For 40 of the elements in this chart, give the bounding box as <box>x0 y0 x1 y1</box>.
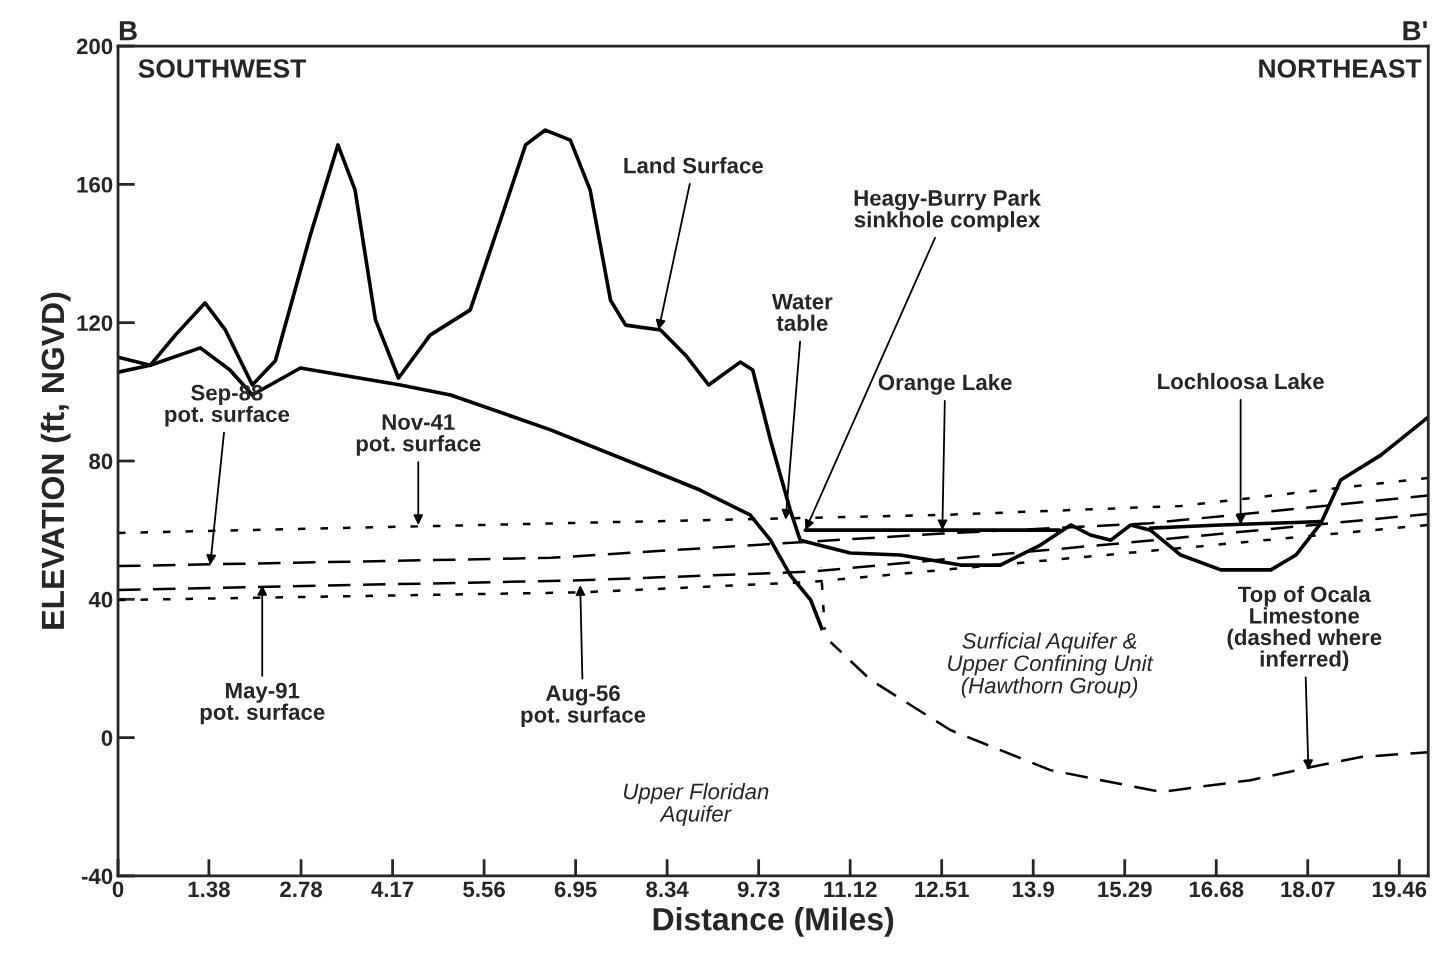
x-tick-label: 15.29 <box>1098 881 1152 898</box>
annotation: Sep-88 pot. surface <box>165 384 290 427</box>
y-axis-title: ELEVATION (ft, NGVD) <box>40 292 71 629</box>
x-tick-label: 5.56 <box>463 881 505 898</box>
x-tick-label: 19.46 <box>1372 881 1427 898</box>
annotation: Nov-41 pot. surface <box>356 414 481 456</box>
x-tick-label: 8.34 <box>646 881 689 898</box>
annotation: NORTHEAST <box>1259 59 1422 78</box>
annotation: Lochloosa Lake <box>1158 372 1324 390</box>
annotation: Upper Floridan Aquifer <box>624 783 769 827</box>
y-tick-label: 40 <box>88 591 113 608</box>
x-tick-label: 9.73 <box>737 881 780 898</box>
y-tick-label: 0 <box>101 730 113 746</box>
annotation: Aug-56 pot. surface <box>521 685 646 728</box>
y-tick-label: 80 <box>89 453 113 470</box>
x-tick-label: 6.95 <box>554 881 597 898</box>
text: B' <box>1403 21 1427 41</box>
annotation: SOUTHWEST <box>138 59 306 78</box>
x-tick-label: 11.12 <box>824 881 877 897</box>
annotation: Orange Lake <box>878 373 1012 395</box>
text: B <box>119 21 137 41</box>
annotation: Surficial Aquifer & Upper Confining Unit (Hawthorn Group) <box>948 632 1154 698</box>
y-tick-label: -40 <box>81 868 113 885</box>
x-tick-label: 18.07 <box>1281 881 1335 898</box>
y-tick-label: 200 <box>76 38 113 55</box>
x-tick-label: 16.68 <box>1189 881 1244 898</box>
y-tick-label: 160 <box>77 176 113 193</box>
annotation: Heagy-Burry Park sinkhole complex <box>854 189 1041 232</box>
x-tick-label: 13.9 <box>1012 881 1055 898</box>
x-tick-label: 0 <box>112 881 124 898</box>
x-tick-label: 2.78 <box>280 881 323 898</box>
x-tick-label: 4.17 <box>371 881 414 897</box>
x-tick-label: 1.38 <box>188 881 230 898</box>
annotation: Water table <box>771 293 833 331</box>
x-axis-title: Distance (Miles) <box>653 907 894 937</box>
x-tick-label: 12.51 <box>915 881 969 898</box>
annotation: May-91 pot. surface <box>200 682 325 725</box>
annotation: Top of Ocala Limestone (dashed where inferred) <box>1227 585 1382 672</box>
annotation: Land Surface <box>624 157 763 174</box>
y-tick-label: 120 <box>77 315 113 331</box>
